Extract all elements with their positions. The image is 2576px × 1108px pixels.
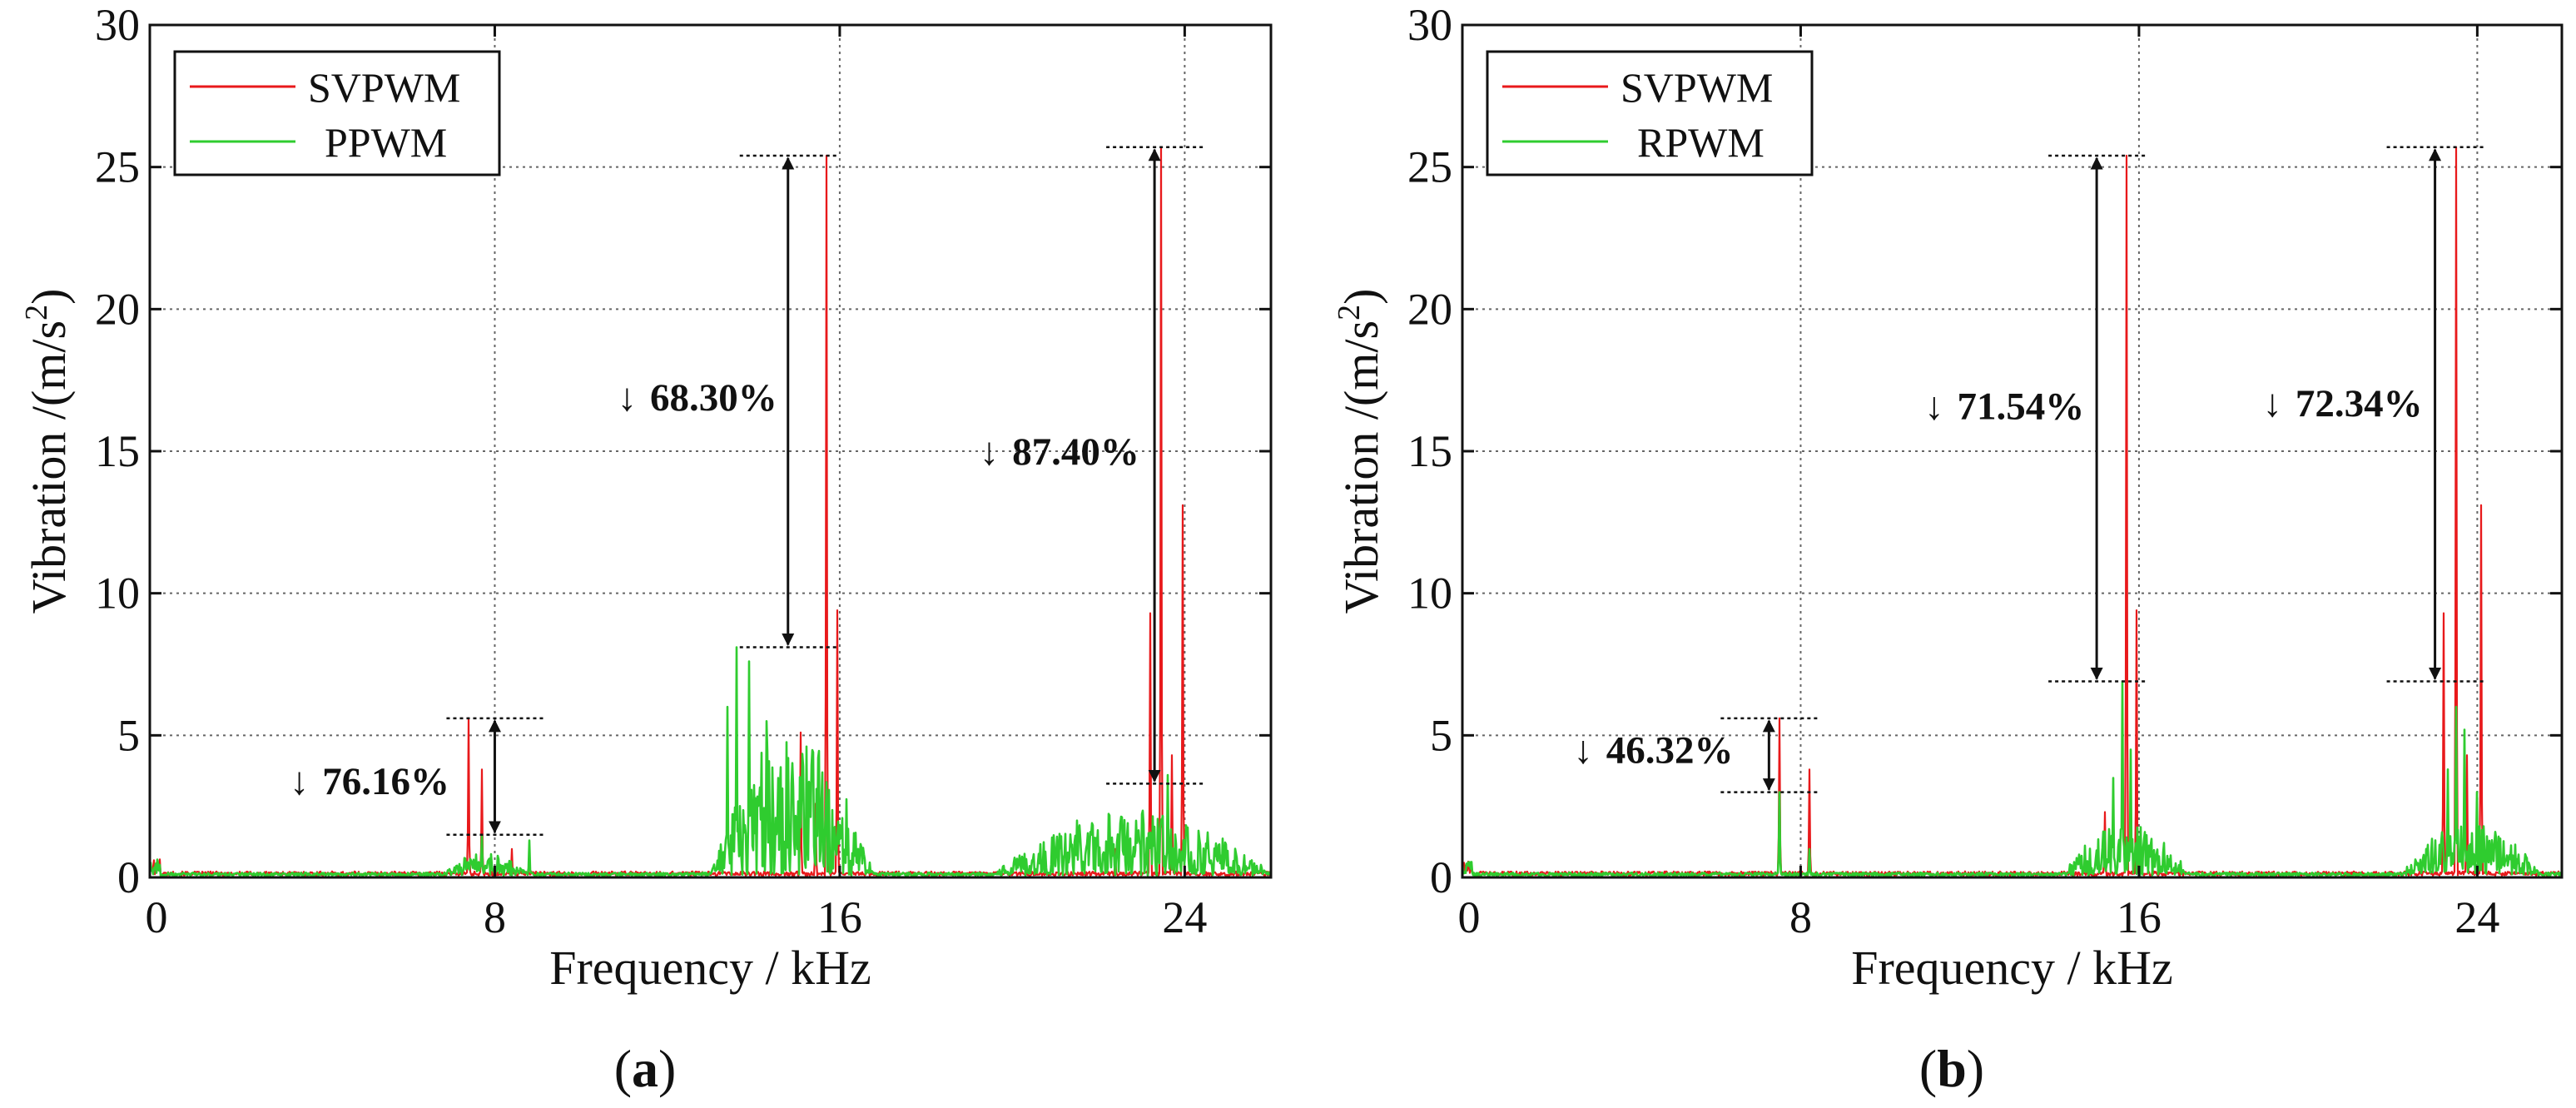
annotation-down-arrow-icon: ↓ xyxy=(2262,382,2282,425)
x-axis-label: Frequency / kHz xyxy=(549,941,871,995)
y-tick-label: 10 xyxy=(1407,569,1452,619)
annotation-down-arrow-icon: ↓ xyxy=(290,760,310,803)
annotation-reduction-label: 76.16% xyxy=(322,760,449,803)
panel-label-letter: a xyxy=(632,1039,658,1098)
legend-box xyxy=(173,50,501,176)
panel-label-close: ) xyxy=(658,1039,676,1098)
y-tick-label: 0 xyxy=(1430,852,1452,902)
x-tick-label: 24 xyxy=(2454,892,2499,942)
y-tick-label: 5 xyxy=(1430,710,1452,760)
y-axis-label-superscript: 2 xyxy=(19,305,54,320)
x-tick-label: 0 xyxy=(1458,892,1481,942)
panel-label-open: ( xyxy=(614,1039,632,1098)
y-tick-label: 20 xyxy=(1407,284,1452,334)
y-tick-label: 25 xyxy=(1407,142,1452,192)
panel-label: (a) xyxy=(614,1039,677,1098)
x-axis-label: Frequency / kHz xyxy=(1851,941,2173,995)
annotation-down-arrow-icon: ↓ xyxy=(980,430,1000,474)
annotation-reduction-label: 87.40% xyxy=(1012,430,1139,474)
annotation-reduction-label: 71.54% xyxy=(1957,385,2084,428)
y-axis-label-main: Vibration /(m/s xyxy=(1334,320,1388,614)
y-tick-label: 5 xyxy=(117,710,140,760)
legend-box xyxy=(1486,50,1814,176)
chart-panel-a: 0 5 10 15 20 25 30 0 8 16 24 Frequency / kHz Vibrati… xyxy=(19,0,1273,1098)
y-axis-label-close: ) xyxy=(22,289,76,305)
y-tick-label: 20 xyxy=(95,284,140,334)
y-tick-label: 0 xyxy=(117,852,140,902)
annotation-down-arrow-icon: ↓ xyxy=(617,376,637,420)
series-line-ppwm xyxy=(148,646,1273,877)
y-axis-label: Vibration /(m/s2) xyxy=(1332,289,1388,614)
x-tick-label: 24 xyxy=(1162,892,1207,942)
x-tick-label: 16 xyxy=(817,892,862,942)
x-tick-label: 8 xyxy=(484,892,506,942)
annotation-down-arrow-icon: ↓ xyxy=(1573,728,1593,772)
y-tick-label: 30 xyxy=(95,0,140,50)
panel-label-close: ) xyxy=(1967,1039,1984,1098)
panel-label-letter: b xyxy=(1937,1039,1967,1098)
series-line-rpwm xyxy=(1461,680,2564,877)
x-tick-label: 0 xyxy=(146,892,168,942)
legend-label-svpwm: SVPWM xyxy=(1621,64,1773,111)
y-axis-label-close: ) xyxy=(1334,289,1388,305)
y-axis-label: Vibration /(m/s2) xyxy=(19,289,76,614)
annotation-reduction-label: 68.30% xyxy=(650,376,777,420)
y-axis-label-superscript: 2 xyxy=(1332,305,1367,320)
y-tick-label: 10 xyxy=(95,569,140,619)
annotation-reduction-label: 72.34% xyxy=(2296,382,2423,425)
y-tick-label: 15 xyxy=(1407,426,1452,476)
annotation-reduction-label: 46.32% xyxy=(1606,728,1734,772)
y-tick-label: 25 xyxy=(95,142,140,192)
legend-label-rpwm: RPWM xyxy=(1637,119,1764,166)
panel-label: (b) xyxy=(1919,1039,1984,1098)
annotation-down-arrow-icon: ↓ xyxy=(1924,385,1944,428)
y-tick-label: 30 xyxy=(1407,0,1452,50)
chart-panel-b: 0 5 10 15 20 25 30 0 8 16 24 Frequency / kHz Vibrati… xyxy=(1332,0,2564,1098)
y-axis-label-main: Vibration /(m/s xyxy=(22,320,76,614)
x-tick-label: 8 xyxy=(1789,892,1812,942)
legend-label-svpwm: SVPWM xyxy=(308,64,460,111)
legend-label-ppwm: PPWM xyxy=(325,119,447,166)
panel-label-open: ( xyxy=(1919,1039,1937,1098)
y-tick-label: 15 xyxy=(95,426,140,476)
x-tick-label: 16 xyxy=(2117,892,2162,942)
